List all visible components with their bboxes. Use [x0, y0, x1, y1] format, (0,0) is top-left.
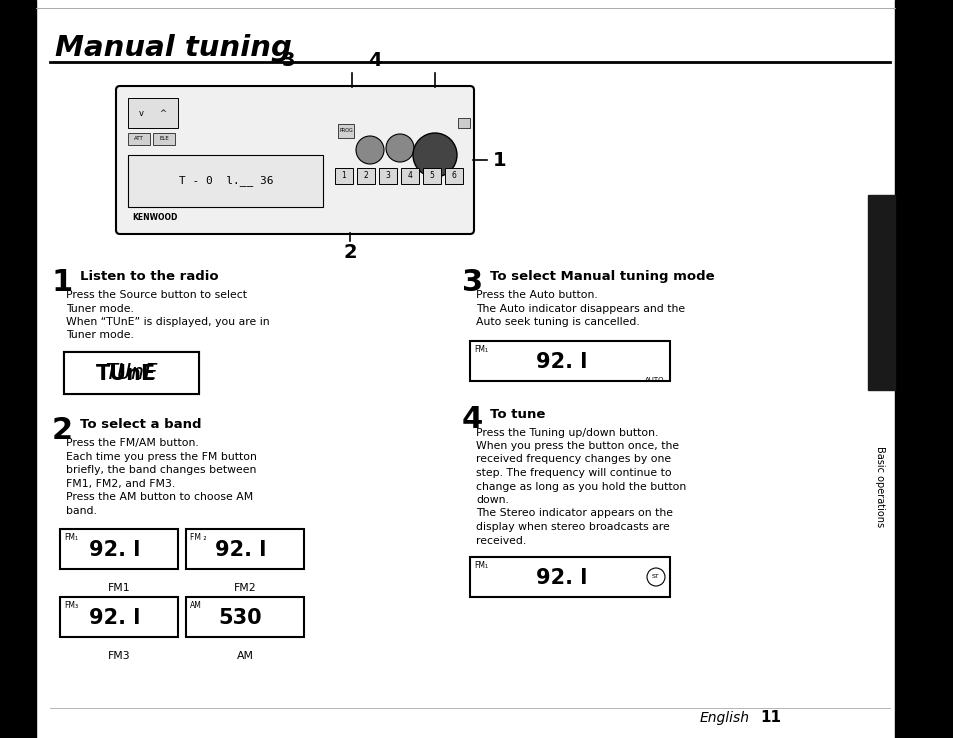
Text: v: v: [138, 108, 143, 117]
Text: English: English: [700, 711, 749, 725]
Text: change as long as you hold the button: change as long as you hold the button: [476, 481, 685, 492]
Text: step. The frequency will continue to: step. The frequency will continue to: [476, 468, 671, 478]
Bar: [64, 352, 199, 394]
Text: KENWOOD: KENWOOD: [132, 213, 177, 222]
Bar: [444, 168, 462, 184]
Text: 3: 3: [461, 268, 482, 297]
Text: 2: 2: [52, 416, 73, 445]
Bar: [0, 0, 36, 738]
Text: briefly, the band changes between: briefly, the band changes between: [66, 465, 256, 475]
Bar: [64, 352, 199, 394]
Bar: [894, 0, 953, 738]
Bar: [378, 168, 396, 184]
Text: Tuner mode.: Tuner mode.: [66, 303, 133, 314]
Text: down.: down.: [476, 495, 508, 505]
Text: FM1: FM1: [108, 583, 131, 593]
Text: AM: AM: [236, 651, 253, 661]
Bar: [186, 597, 304, 637]
Text: FM₃: FM₃: [64, 601, 78, 610]
Bar: [400, 168, 418, 184]
Text: Press the Source button to select: Press the Source button to select: [66, 290, 247, 300]
Circle shape: [386, 134, 414, 162]
Text: To select a band: To select a band: [80, 418, 201, 431]
Text: band.: band.: [66, 506, 97, 516]
Text: FM₁: FM₁: [474, 345, 488, 354]
Text: 3: 3: [281, 50, 294, 69]
Bar: [457, 118, 470, 128]
Text: 92. l: 92. l: [214, 540, 266, 560]
Text: The Stereo indicator appears on the: The Stereo indicator appears on the: [476, 508, 672, 519]
Text: TUnE: TUnE: [104, 363, 157, 383]
Text: 1: 1: [52, 268, 73, 297]
Text: 11: 11: [760, 711, 781, 725]
Text: 530: 530: [218, 608, 262, 628]
Text: Tuner mode.: Tuner mode.: [66, 331, 133, 340]
Text: FM2: FM2: [233, 583, 256, 593]
Text: 5: 5: [429, 171, 434, 181]
Text: The Auto indicator disappears and the: The Auto indicator disappears and the: [476, 303, 684, 314]
Bar: [470, 557, 669, 597]
Text: ST: ST: [652, 574, 659, 579]
Text: Press the FM/AM button.: Press the FM/AM button.: [66, 438, 198, 448]
Bar: [128, 133, 150, 145]
Text: Basic operations: Basic operations: [874, 446, 884, 528]
Bar: [128, 155, 323, 207]
Text: To tune: To tune: [490, 407, 545, 421]
Bar: [335, 168, 353, 184]
Text: Press the AM button to choose AM: Press the AM button to choose AM: [66, 492, 253, 502]
Text: Manual tuning: Manual tuning: [55, 34, 292, 62]
Text: 92. l: 92. l: [536, 351, 587, 371]
Circle shape: [646, 568, 664, 586]
Bar: [60, 597, 178, 637]
Text: Each time you press the FM button: Each time you press the FM button: [66, 452, 256, 461]
Text: 1: 1: [493, 151, 506, 170]
Text: AM: AM: [190, 601, 202, 610]
Text: T - 0  l.__ 36: T - 0 l.__ 36: [178, 176, 273, 187]
Bar: [470, 340, 669, 381]
Text: received.: received.: [476, 536, 526, 545]
Text: ATT: ATT: [134, 137, 144, 142]
Text: 6: 6: [451, 171, 456, 181]
Text: 92. l: 92. l: [89, 540, 140, 560]
Bar: [337, 124, 354, 138]
Text: TUnE: TUnE: [96, 364, 156, 384]
Text: Press the Auto button.: Press the Auto button.: [476, 290, 598, 300]
Text: To select Manual tuning mode: To select Manual tuning mode: [490, 270, 714, 283]
Bar: [356, 168, 375, 184]
Text: 92. l: 92. l: [89, 608, 140, 628]
Text: received frequency changes by one: received frequency changes by one: [476, 455, 670, 464]
Text: When you press the button once, the: When you press the button once, the: [476, 441, 679, 451]
Bar: [867, 195, 894, 390]
Text: 4: 4: [407, 171, 412, 181]
Bar: [152, 133, 174, 145]
Text: 3: 3: [385, 171, 390, 181]
Bar: [128, 98, 178, 128]
Text: ELE: ELE: [159, 137, 169, 142]
Bar: [186, 529, 304, 569]
Bar: [422, 168, 440, 184]
Text: FM3: FM3: [108, 651, 131, 661]
Text: Press the Tuning up/down button.: Press the Tuning up/down button.: [476, 427, 658, 438]
Text: 4: 4: [461, 405, 483, 435]
Text: 92. l: 92. l: [536, 568, 587, 588]
Text: 2: 2: [343, 243, 356, 261]
Bar: [60, 529, 178, 569]
FancyBboxPatch shape: [116, 86, 474, 234]
Text: display when stereo broadcasts are: display when stereo broadcasts are: [476, 522, 669, 532]
Text: ^: ^: [159, 108, 167, 117]
Text: 1: 1: [341, 171, 346, 181]
Text: FM1, FM2, and FM3.: FM1, FM2, and FM3.: [66, 478, 175, 489]
Circle shape: [355, 136, 384, 164]
Circle shape: [413, 133, 456, 177]
Text: FM₁: FM₁: [64, 533, 78, 542]
Text: AUTO: AUTO: [644, 376, 663, 382]
Text: Auto seek tuning is cancelled.: Auto seek tuning is cancelled.: [476, 317, 639, 327]
Text: 2: 2: [363, 171, 368, 181]
Text: When “TUnE” is displayed, you are in: When “TUnE” is displayed, you are in: [66, 317, 270, 327]
Text: 4: 4: [368, 50, 381, 69]
Text: Listen to the radio: Listen to the radio: [80, 270, 218, 283]
Text: FM₁: FM₁: [474, 561, 488, 570]
Text: FM ₂: FM ₂: [190, 533, 206, 542]
Text: PROG: PROG: [338, 128, 353, 134]
